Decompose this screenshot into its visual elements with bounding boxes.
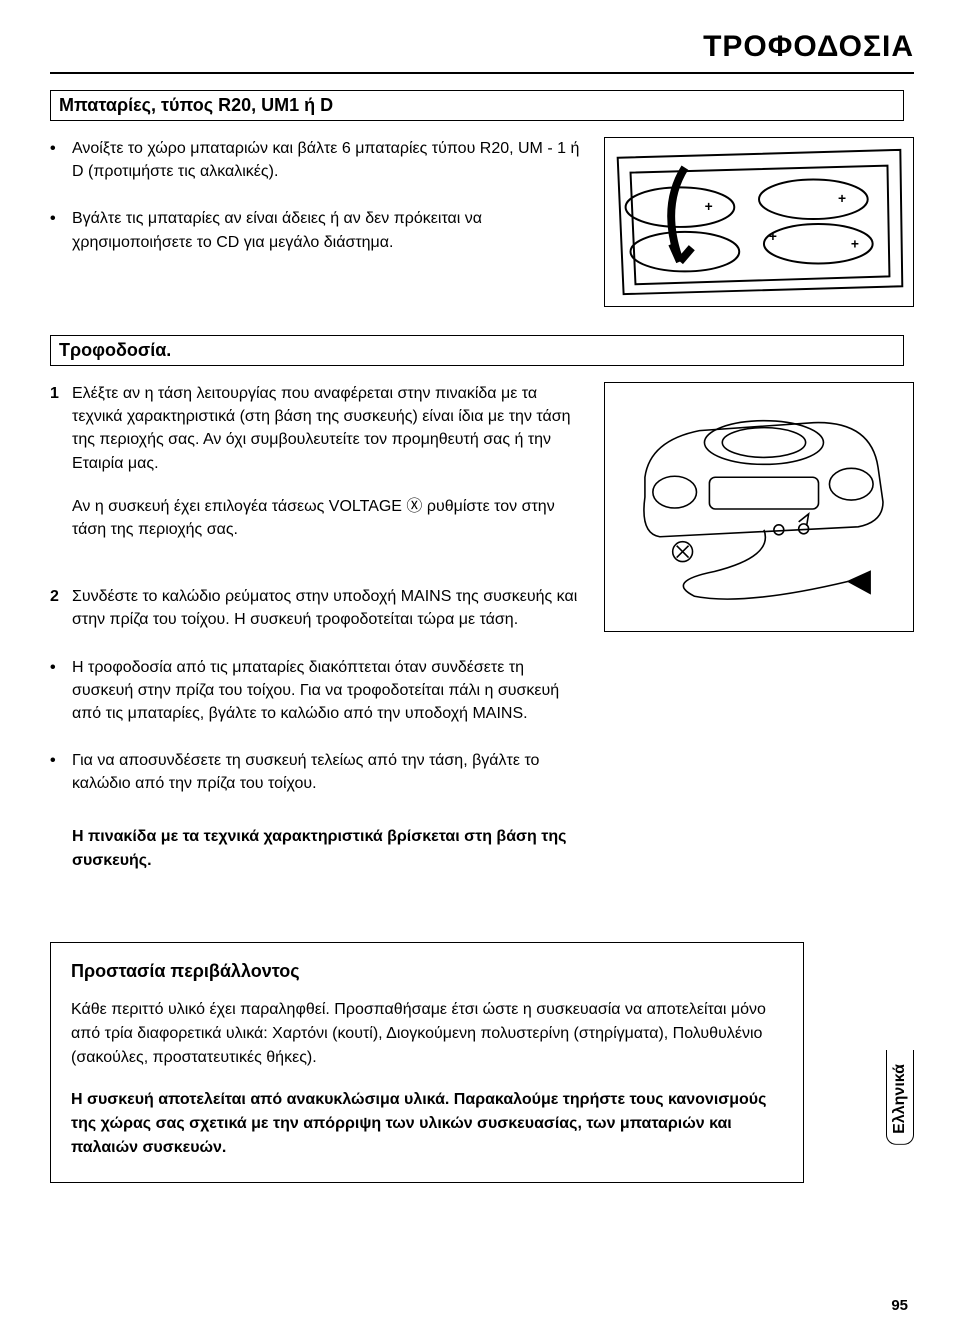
bullet-icon: • [50, 137, 72, 183]
battery-illustration: + + + + [604, 137, 914, 307]
section1-bullet1-text: Ανοίξτε το χώρο μπαταριών και βάλτε 6 μπ… [72, 137, 580, 183]
language-tab: Ελληνικά [886, 1050, 914, 1145]
svg-text:+: + [851, 236, 859, 252]
step-number-2: 2 [50, 585, 72, 631]
section2-heading: Τροφοδοσία. [50, 335, 904, 366]
type-plate-note: Η πινακίδα με τα τεχνικά χαρακτηριστικά … [72, 825, 580, 871]
step2-text: Συνδέστε το καλώδιο ρεύματος στην υποδοχ… [72, 585, 580, 631]
env-heading: Προστασία περιβάλλοντος [71, 961, 783, 982]
env-p2: Η συσκευή αποτελείται από ανακυκλώσιμα υ… [71, 1088, 783, 1160]
bullet-icon: • [50, 656, 72, 726]
bullet-icon: • [50, 749, 72, 795]
step1-text: Ελέξτε αν η τάση λειτουργίας που αναφέρε… [72, 382, 580, 475]
section2-bullet1-text: Η τροφοδοσία από τις μπαταρίες διακόπτετ… [72, 656, 580, 726]
svg-text:+: + [769, 228, 777, 244]
device-illustration [604, 382, 914, 632]
section2-bullet-2: • Για να αποσυνδέσετε τη συσκευή τελείως… [50, 749, 580, 795]
page-number: 95 [891, 1297, 908, 1314]
section1-bullet-1: • Ανοίξτε το χώρο μπαταριών και βάλτε 6 … [50, 137, 580, 183]
page-title: ΤΡΟΦΟΔΟΣΙΑ [50, 30, 914, 64]
svg-text:+: + [838, 190, 846, 206]
env-p1: Κάθε περιττό υλικό έχει παραληφθεί. Προσ… [71, 998, 783, 1070]
section2-step1: 1 Ελέξτε αν η τάση λειτουργίας που αναφέ… [50, 382, 580, 561]
section2-row: 1 Ελέξτε αν η τάση λειτουργίας που αναφέ… [50, 382, 914, 892]
section1-heading: Μπαταρίες, τύπος R20, UM1 ή D [50, 90, 904, 121]
bullet-icon: • [50, 207, 72, 253]
section2-step2: 2 Συνδέστε το καλώδιο ρεύματος στην υποδ… [50, 585, 580, 631]
environment-box: Προστασία περιβάλλοντος Κάθε περιττό υλι… [50, 942, 804, 1183]
step1b-text: Αν η συσκευή έχει επιλογέα τάσεως VOLTAG… [72, 495, 580, 541]
section1-bullet2-text: Βγάλτε τις μπαταρίες αν είναι άδειες ή α… [72, 207, 580, 253]
step-number-1: 1 [50, 382, 72, 561]
section1-row: • Ανοίξτε το χώρο μπαταριών και βάλτε 6 … [50, 137, 914, 307]
svg-text:+: + [705, 198, 713, 214]
section2-bullet-1: • Η τροφοδοσία από τις μπαταρίες διακόπτ… [50, 656, 580, 726]
section1-bullet-2: • Βγάλτε τις μπαταρίες αν είναι άδειες ή… [50, 207, 580, 253]
section2-bullet2-text: Για να αποσυνδέσετε τη συσκευή τελείως α… [72, 749, 580, 795]
